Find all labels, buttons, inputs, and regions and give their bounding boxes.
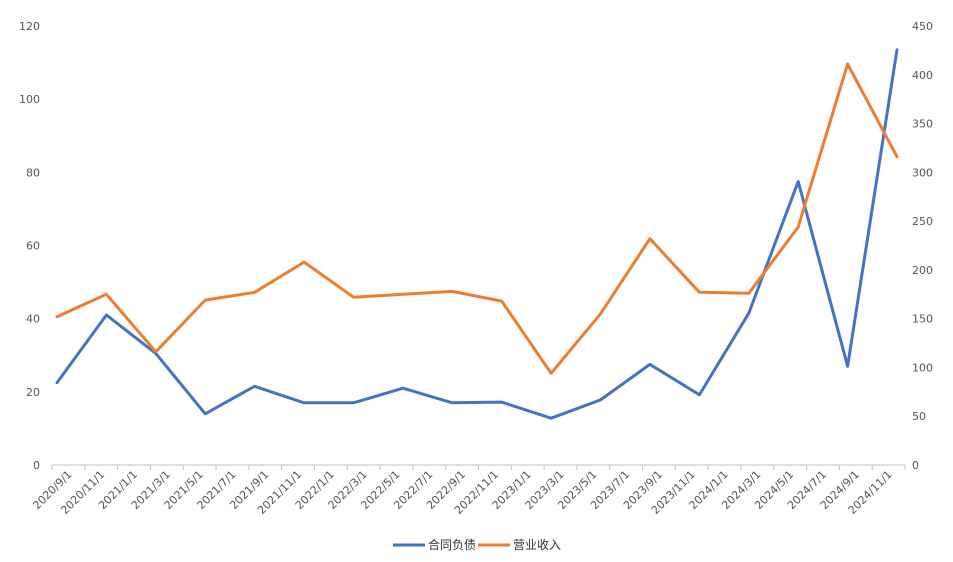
legend-label-series-2: 营业收入 bbox=[513, 538, 561, 552]
left-y-tick-label: 80 bbox=[26, 166, 40, 179]
right-y-tick-label: 0 bbox=[912, 459, 919, 472]
series-line-2 bbox=[55, 62, 899, 375]
right-y-tick-label: 250 bbox=[912, 215, 933, 228]
legend: 合同负债 营业收入 bbox=[393, 537, 561, 552]
left-y-tick-label: 40 bbox=[26, 313, 40, 326]
right-y-tick-label: 50 bbox=[912, 410, 926, 423]
right-y-tick-label: 100 bbox=[912, 361, 933, 374]
series-line-1 bbox=[55, 48, 899, 420]
left-y-tick-label: 60 bbox=[26, 240, 40, 253]
legend-label-series-1: 合同负债 bbox=[428, 537, 476, 552]
right-y-tick-label: 150 bbox=[912, 313, 933, 326]
right-y-tick-label: 300 bbox=[912, 166, 933, 179]
x-axis-tick-labels: 2020/9/12020/11/12021/1/12021/3/12021/5/… bbox=[30, 468, 894, 517]
right-y-tick-label: 350 bbox=[912, 118, 933, 131]
right-y-tick-label: 450 bbox=[912, 20, 933, 33]
left-y-tick-label: 120 bbox=[19, 20, 40, 33]
series-lines bbox=[55, 48, 899, 420]
left-y-tick-label: 100 bbox=[19, 93, 40, 106]
left-y-tick-label: 0 bbox=[33, 459, 40, 472]
right-y-tick-label: 400 bbox=[912, 69, 933, 82]
right-y-axis-ticks: 0 50 100 150 200 250 300 350 400 450 bbox=[912, 20, 933, 472]
right-y-tick-label: 200 bbox=[912, 264, 933, 277]
left-y-tick-label: 20 bbox=[26, 386, 40, 399]
left-y-axis-ticks: 0 20 40 60 80 100 120 bbox=[19, 20, 40, 472]
axes bbox=[51, 464, 906, 470]
